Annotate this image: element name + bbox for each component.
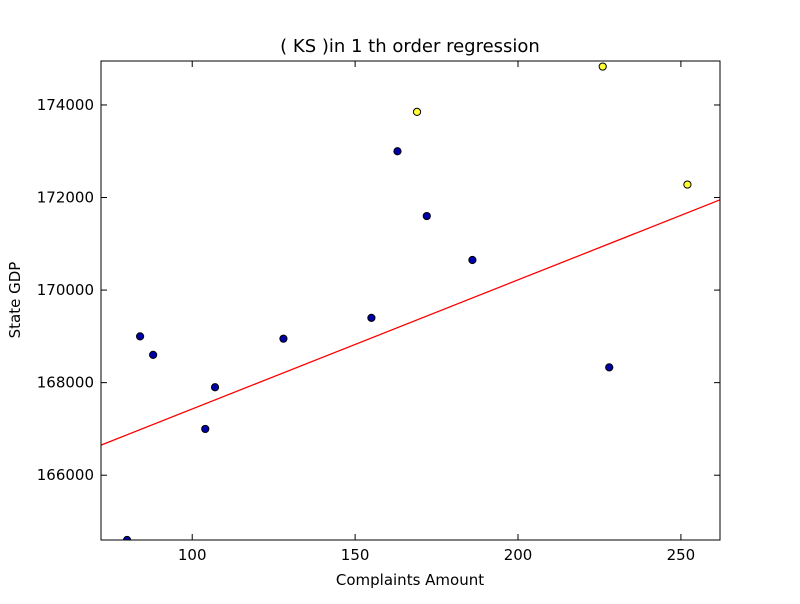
- data-point: [122, 535, 132, 540]
- data-point: [135, 332, 145, 341]
- x-axis-label: Complaints Amount: [336, 571, 484, 589]
- x-tick-label: 200: [504, 546, 533, 564]
- data-point: [149, 350, 158, 359]
- chart-title: ( KS )in 1 th order regression: [280, 36, 540, 57]
- data-point: [598, 62, 607, 71]
- x-tick-label: 250: [667, 546, 696, 564]
- data-point: [683, 180, 692, 189]
- data-point: [367, 313, 376, 322]
- y-tick-label: 170000: [37, 281, 94, 299]
- regression-line: [101, 199, 720, 446]
- data-point: [201, 424, 210, 434]
- data-point: [422, 211, 431, 221]
- data-point: [412, 107, 422, 117]
- y-tick-label: 166000: [37, 466, 94, 484]
- y-tick-label: 174000: [37, 96, 94, 114]
- data-point: [605, 363, 614, 372]
- plot-area: 100 150 200 250 166000 168000 170000 172000 1740…: [37, 60, 721, 564]
- data-point: [210, 383, 220, 392]
- data-marks: [101, 62, 720, 540]
- y-tick-label: 168000: [37, 374, 94, 392]
- x-tick-label: 150: [341, 546, 370, 564]
- data-point: [468, 255, 477, 265]
- y-axis-label: State GDP: [6, 262, 24, 339]
- plot-frame: [100, 60, 721, 541]
- data-point: [393, 147, 402, 156]
- data-point: [279, 334, 288, 343]
- x-tick-label: 100: [178, 546, 207, 564]
- y-tick-label: 172000: [37, 189, 94, 207]
